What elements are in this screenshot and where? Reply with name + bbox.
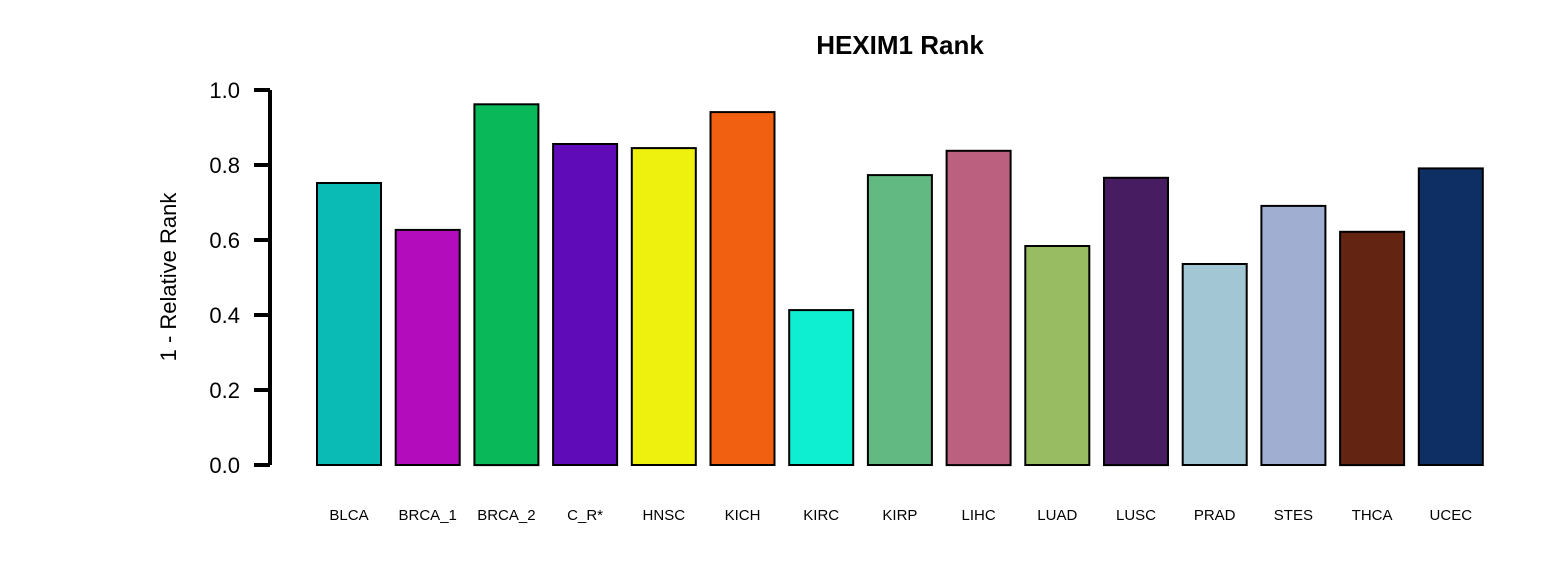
bar-kirc [788,309,855,466]
x-tick-label: BRCA_2 [477,507,535,524]
x-tick-label: BLCA [329,507,368,524]
x-tick-labels: BLCA BRCA_1 BRCA_2 C_R* HNSC KICH KIRC KIRP LIHC… [329,507,1472,524]
bar-lusc [1103,176,1169,467]
bar-prad [1181,263,1248,466]
bar-blca [316,182,382,466]
y-tick-label: 0.6 [209,228,240,253]
x-tick-label: BRCA_1 [399,507,457,524]
bar-c-r [552,143,619,466]
x-tick-label: STES [1274,507,1313,524]
bar-stes [1260,204,1327,466]
bar-kirp [866,174,933,466]
y-axis-label: 1 - Relative Rank [156,192,181,362]
bar-brca-2 [473,103,540,467]
bar-hnsc [630,147,697,466]
y-tick-label: 0.4 [209,303,240,328]
bars-group [316,103,1484,467]
y-tick-label: 0.8 [209,153,240,178]
y-tick-label: 0.0 [209,453,240,478]
chart-title: HEXIM1 Rank [816,30,984,60]
bar-luad [1024,245,1091,466]
x-tick-label: PRAD [1194,507,1236,524]
bar-kich [709,111,776,466]
x-tick-label: LIHC [962,507,996,524]
x-tick-label: LUSC [1116,507,1156,524]
bar-lihc [945,149,1012,467]
x-tick-label: HNSC [643,507,686,524]
x-tick-label: THCA [1352,507,1393,524]
x-tick-label: KICH [725,507,761,524]
bar-ucec [1417,167,1484,466]
bar-thca [1339,230,1406,467]
x-tick-label: KIRP [882,507,917,524]
bar-brca-1 [394,228,461,466]
x-tick-label: UCEC [1430,507,1473,524]
x-tick-label: C_R* [567,507,603,524]
y-tick-label: 1.0 [209,78,240,103]
x-tick-label: KIRC [803,507,839,524]
x-tick-label: LUAD [1037,507,1077,524]
y-axis: 0.0 0.2 0.4 0.6 0.8 1.0 [209,78,272,478]
y-tick-label: 0.2 [209,378,240,403]
